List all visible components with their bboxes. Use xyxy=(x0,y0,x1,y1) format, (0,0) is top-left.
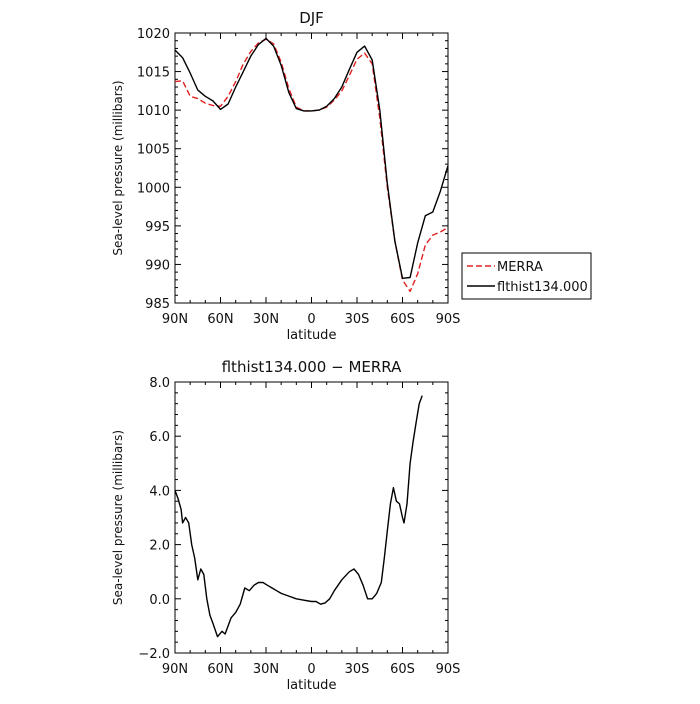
y-tick-label: 1005 xyxy=(137,143,170,158)
x-tick-label: 30N xyxy=(253,662,279,677)
legend-label: flthist134.000 xyxy=(497,280,588,295)
plot-frame xyxy=(174,32,449,304)
x-tick-label: 90N xyxy=(162,662,188,677)
y-tick-label: 6.0 xyxy=(149,430,170,445)
x-tick-label: 90S xyxy=(436,312,461,327)
series-line-flthist134-000 xyxy=(174,37,449,279)
series-line-1 xyxy=(174,395,423,638)
x-axis-label: latitude xyxy=(287,678,337,693)
x-tick-label: 90S xyxy=(436,662,461,677)
plot-frame xyxy=(174,381,449,654)
x-tick-label: 30S xyxy=(345,312,370,327)
x-tick-label: 30N xyxy=(253,312,279,327)
x-tick-label: 0 xyxy=(307,312,315,327)
legend: MERRA flthist134.000 xyxy=(461,252,592,300)
y-tick-label: 8.0 xyxy=(149,376,170,391)
y-tick-label: 4.0 xyxy=(149,484,170,499)
chart-panel-2: flthist134.000 − MERRA −2.0 0.0 2.0 4.0 6.0 8.… xyxy=(111,358,460,693)
x-tick-label: 90N xyxy=(162,312,188,327)
x-tick-label: 0 xyxy=(307,662,315,677)
y-tick-label: 1010 xyxy=(137,104,170,119)
legend-label: MERRA xyxy=(497,260,543,275)
x-tick-label: 60N xyxy=(207,312,233,327)
y-tick-label: 1015 xyxy=(137,66,170,81)
chart-title: DJF xyxy=(299,9,324,27)
y-tick-label: 990 xyxy=(145,258,170,273)
x-tick-label: 60S xyxy=(390,662,415,677)
y-axis-label: Sea-level pressure (millibars) xyxy=(111,430,125,605)
chart-panel-1: DJF 985 990 995 1000 1005 1010 1015 1020 90N 60N 30… xyxy=(111,9,592,343)
x-axis-label: latitude xyxy=(287,328,337,343)
legend-box xyxy=(461,252,592,300)
y-axis-label: Sea-level pressure (millibars) xyxy=(111,80,125,255)
y-tick-label: 985 xyxy=(145,297,170,312)
chart-title: flthist134.000 − MERRA xyxy=(222,358,402,376)
series-line-merra xyxy=(174,38,449,293)
y-tick-label: −2.0 xyxy=(138,647,170,662)
x-tick-label: 60S xyxy=(390,312,415,327)
x-tick-label: 60N xyxy=(207,662,233,677)
y-tick-label: 0.0 xyxy=(149,593,170,608)
y-tick-label: 995 xyxy=(145,220,170,235)
y-tick-label: 2.0 xyxy=(149,539,170,554)
y-tick-label: 1020 xyxy=(137,27,170,42)
x-tick-label: 30S xyxy=(345,662,370,677)
y-tick-label: 1000 xyxy=(137,181,170,196)
